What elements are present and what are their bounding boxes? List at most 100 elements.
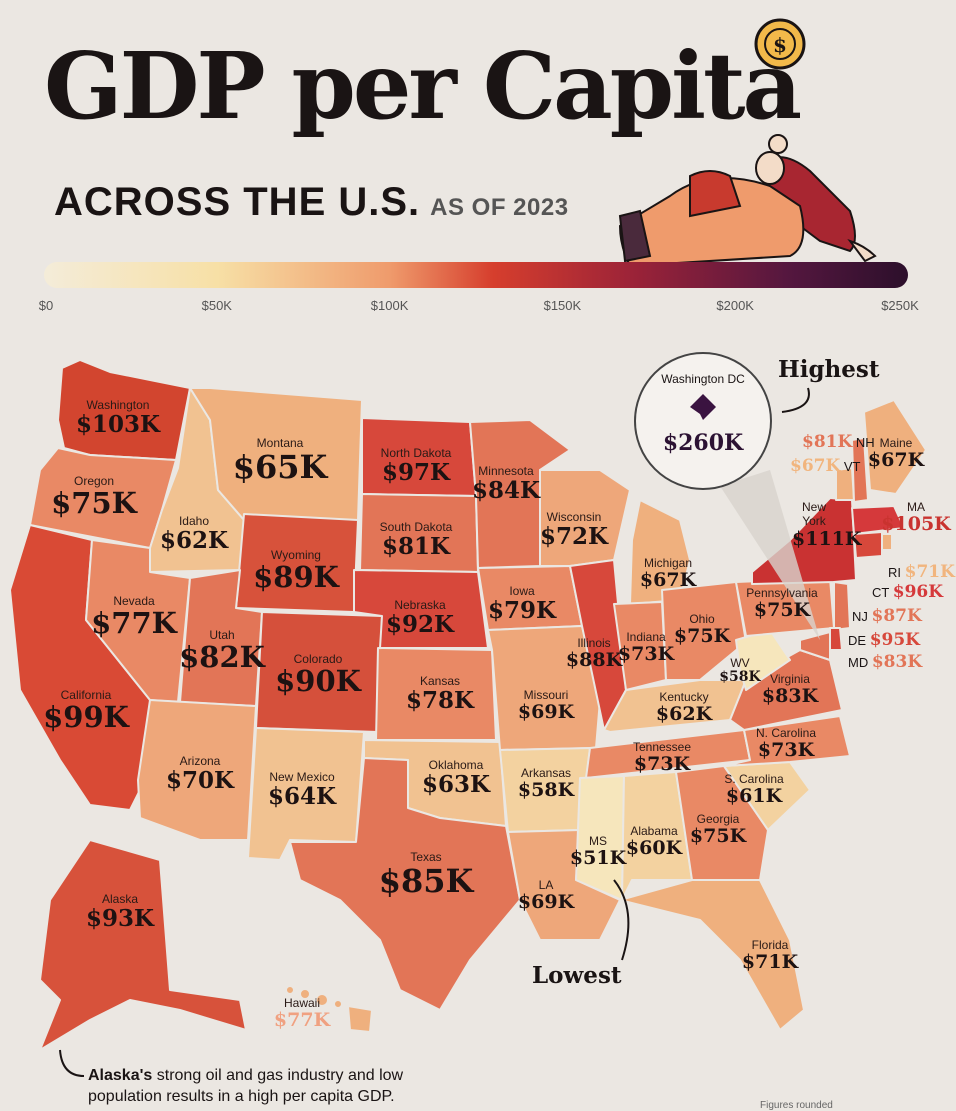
- page-title: GDP per Capita: [44, 32, 802, 140]
- state-name: South Dakota: [379, 520, 453, 534]
- label-new-jersey: NJ $87K: [852, 606, 922, 626]
- state-value: $70K: [165, 767, 235, 795]
- state-value: $73K: [617, 643, 675, 666]
- state-georgia: [675, 765, 769, 881]
- lowest-arrow: [613, 879, 630, 961]
- state-value: $83K: [871, 652, 923, 672]
- subtitle-date: AS OF 2023: [430, 194, 569, 221]
- label-new-mexico: New Mexico $64K: [268, 770, 336, 810]
- label-virginia: Virginia $83K: [762, 672, 818, 707]
- highest-arrow: [781, 387, 810, 413]
- label-colorado: Colorado $90K: [275, 652, 361, 698]
- state-value: $111K: [792, 527, 862, 550]
- label-west-virginia: WV $58K: [719, 656, 760, 686]
- state-name: North Dakota: [380, 446, 452, 460]
- state-name: Alaska: [101, 892, 139, 906]
- state-value: $88K: [565, 649, 623, 672]
- label-kentucky: Kentucky $62K: [656, 690, 712, 725]
- label-massachusetts: MA $105K: [881, 500, 950, 535]
- label-new-york: New York $111K: [792, 500, 862, 550]
- state-value: $92K: [385, 611, 455, 639]
- state-value: $67K: [790, 456, 841, 476]
- state-name: Montana: [256, 436, 304, 450]
- svg-text:$: $: [773, 33, 787, 57]
- state-value: $75K: [673, 625, 731, 648]
- label-michigan: Michigan $67K: [640, 556, 696, 591]
- state-abbr: DE: [848, 633, 867, 648]
- state-value: $72K: [539, 523, 609, 551]
- state-value: $97K: [381, 459, 451, 487]
- legend-tick-label: $50K: [201, 298, 232, 313]
- state-name: Utah: [209, 628, 235, 642]
- footer-note: Figures rounded: [760, 1100, 833, 1111]
- state-name: Alabama: [630, 824, 678, 838]
- dc-value: $260K: [662, 430, 744, 456]
- label-missouri: Missouri $69K: [518, 688, 574, 723]
- label-washington: Washington $103K: [76, 398, 160, 438]
- state-name: Wyoming: [271, 548, 321, 562]
- label-pennsylvania: Pennsylvania $75K: [746, 586, 817, 621]
- label-maryland: MD $83K: [848, 652, 922, 672]
- label-idaho: Idaho $62K: [160, 514, 228, 554]
- state-abbr: VT: [843, 459, 861, 474]
- state-new-jersey: [833, 581, 851, 631]
- state-value: $79K: [487, 597, 557, 625]
- subtitle-main: ACROSS THE U.S.: [54, 180, 421, 224]
- label-south-carolina: S. Carolina $61K: [724, 772, 783, 807]
- label-kansas: Kansas $78K: [406, 674, 474, 714]
- label-alabama: Alabama $60K: [626, 824, 682, 859]
- legend-color-bar: [44, 262, 908, 288]
- label-indiana: Indiana $73K: [618, 630, 674, 665]
- label-louisiana: LA $69K: [518, 878, 574, 913]
- state-name: Georgia: [696, 812, 740, 826]
- state-florida: [619, 879, 805, 1031]
- state-value: $71K: [741, 951, 799, 974]
- state-alabama: [621, 771, 693, 901]
- label-connecticut: CT $96K: [872, 582, 943, 602]
- dc-callout-wedge: [720, 470, 820, 640]
- state-value: $83K: [761, 685, 819, 708]
- state-new-hampshire: [851, 437, 869, 503]
- label-south-dakota: South Dakota $81K: [380, 520, 453, 560]
- state-value: $84K: [471, 477, 541, 505]
- label-nevada: Nevada $77K: [91, 594, 177, 640]
- state-abbr: NH: [855, 435, 875, 450]
- state-value: $78K: [405, 687, 475, 715]
- label-ohio: Ohio $75K: [674, 612, 730, 647]
- label-illinois: Illinois $88K: [566, 636, 622, 671]
- label-wisconsin: Wisconsin $72K: [540, 510, 608, 550]
- alaska-note: Alaska's strong oil and gas industry and…: [88, 1066, 418, 1108]
- state-texas: [289, 757, 521, 1011]
- label-oklahoma: Oklahoma $63K: [422, 758, 490, 798]
- coin-icon: $: [754, 18, 806, 70]
- label-maine: Maine $67K: [868, 436, 924, 471]
- highest-callout: Highest: [778, 356, 880, 383]
- label-california: California $99K: [43, 688, 129, 734]
- label-wyoming: Wyoming $89K: [253, 548, 339, 594]
- state-alaska: [39, 839, 247, 1051]
- state-name: Indiana: [626, 630, 666, 644]
- state-abbr: CT: [872, 585, 890, 600]
- label-new-hampshire: $81K NH: [802, 432, 875, 452]
- state-abbr: RI: [888, 565, 901, 580]
- state-value: $51K: [569, 847, 627, 870]
- state-value: $96K: [892, 582, 943, 602]
- label-texas: Texas $85K: [379, 850, 474, 900]
- label-arizona: Arizona $70K: [166, 754, 234, 794]
- state-value: $64K: [267, 783, 337, 811]
- state-name: LA: [538, 878, 554, 892]
- state-rhode-island: [881, 533, 893, 551]
- label-arkansas: Arkansas $58K: [518, 766, 574, 801]
- alaska-note-bold: Alaska's: [88, 1067, 153, 1084]
- state-abbr: MD: [848, 655, 869, 670]
- label-minnesota: Minnesota $84K: [472, 464, 540, 504]
- state-value: $60K: [625, 837, 683, 860]
- state-name: N. Carolina: [755, 726, 817, 740]
- state-value: $75K: [753, 599, 811, 622]
- state-name: WV: [730, 656, 750, 670]
- state-abbr: NJ: [852, 609, 868, 624]
- legend-tick-label: $0: [38, 298, 54, 313]
- state-value: $93K: [85, 905, 155, 933]
- state-name: Texas: [410, 850, 442, 864]
- state-ohio: [661, 581, 747, 681]
